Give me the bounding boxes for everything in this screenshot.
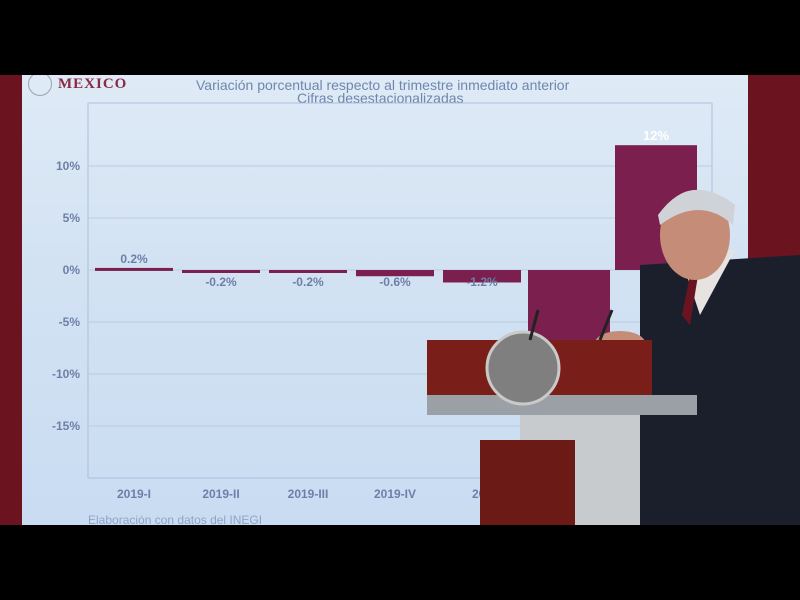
speaker-scene <box>427 189 800 525</box>
podium <box>427 309 697 525</box>
source-note: Elaboración con datos del INEGI <box>88 513 263 525</box>
bar <box>356 270 434 277</box>
data-label: -1.2% <box>466 275 498 289</box>
x-tick-label: 2019-I <box>117 487 151 501</box>
bar <box>95 267 173 271</box>
y-tick-label: -10% <box>52 367 80 381</box>
bar <box>182 270 260 273</box>
chart-title: Variación porcentual respecto al trimest… <box>196 77 570 93</box>
y-tick-label: 0% <box>63 263 81 277</box>
y-tick-label: -15% <box>52 419 80 433</box>
microphone-icon <box>528 309 540 341</box>
y-tick-label: 5% <box>63 211 81 225</box>
data-label: 0.2% <box>120 252 148 266</box>
bar <box>443 270 521 283</box>
speaker <box>595 189 800 525</box>
y-tick-label: -5% <box>59 315 81 329</box>
bar <box>269 270 347 273</box>
logo: MEXICO <box>28 75 127 96</box>
seal-icon <box>28 75 52 96</box>
speaker-suit <box>640 255 800 525</box>
x-tick-label: 2019-II <box>202 487 239 501</box>
logo-text: MEXICO <box>58 75 128 92</box>
data-label: -0.2% <box>292 275 324 289</box>
national-seal-icon <box>485 330 561 406</box>
photo: MEXICO Variación porcentual respecto al … <box>0 75 800 525</box>
x-tick-label: 2019-IV <box>374 487 416 501</box>
data-label: 12% <box>643 128 669 143</box>
speaker-hair <box>658 189 735 225</box>
microphone-icon <box>598 309 614 341</box>
podium-front <box>480 440 575 525</box>
data-label: -0.6% <box>379 275 411 289</box>
x-tick-label: 2019-III <box>288 487 329 501</box>
podium-ledge <box>427 395 697 415</box>
chart-subtitle: Cifras desestacionalizadas <box>297 90 464 106</box>
data-label: -0.2% <box>205 275 237 289</box>
y-tick-label: 10% <box>56 159 80 173</box>
